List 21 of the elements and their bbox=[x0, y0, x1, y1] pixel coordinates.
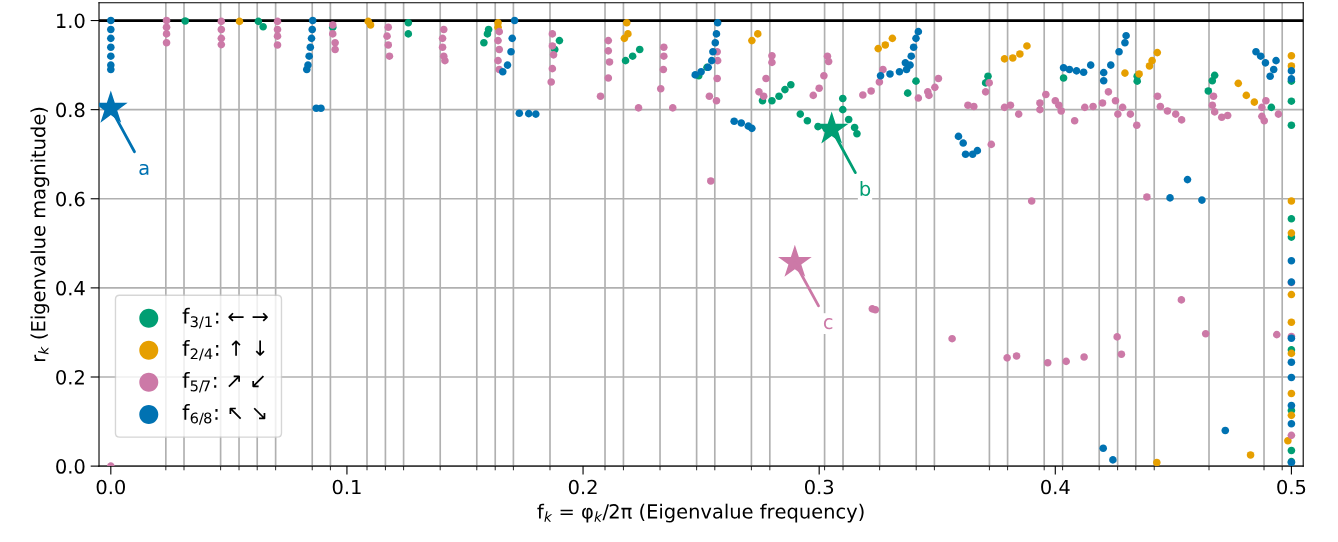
x-tick-label: 0.1 bbox=[332, 479, 361, 495]
legend-label: f$_{3/1}$: ← → bbox=[182, 307, 268, 329]
y-tick-label: 0.0 bbox=[56, 459, 85, 474]
x-axis-title: f$_{k}$ = φ$_{k}$/2π (Eigenvalue frequency) bbox=[537, 503, 864, 523]
x-tick-label: 0.2 bbox=[568, 479, 597, 495]
y-tick-label: 0.6 bbox=[56, 191, 85, 207]
y-axis-title: r$_{k}$ (Eigenvalue magnitude) bbox=[30, 107, 50, 362]
y-tick-label: 0.8 bbox=[56, 102, 85, 118]
x-tick-label: 0.0 bbox=[96, 479, 125, 495]
legend-label: f$_{5/7}$: ↗ ↙ bbox=[182, 371, 265, 393]
annotation: a bbox=[139, 163, 149, 176]
legend-label: f$_{2/4}$: ↑ ↓ bbox=[182, 339, 265, 361]
annotation: b bbox=[860, 180, 871, 197]
y-tick-label: 1.0 bbox=[57, 13, 85, 29]
y-tick-label: 0.2 bbox=[56, 369, 84, 385]
annotation: c bbox=[823, 318, 833, 330]
x-tick-label: 0.4 bbox=[1041, 479, 1070, 495]
x-tick-label: 0.3 bbox=[804, 479, 834, 495]
y-tick-label: 0.4 bbox=[56, 280, 85, 296]
legend-label: f$_{6/8}$: ↖ ↘ bbox=[182, 404, 266, 425]
x-tick-label: 0.5 bbox=[1277, 479, 1306, 495]
